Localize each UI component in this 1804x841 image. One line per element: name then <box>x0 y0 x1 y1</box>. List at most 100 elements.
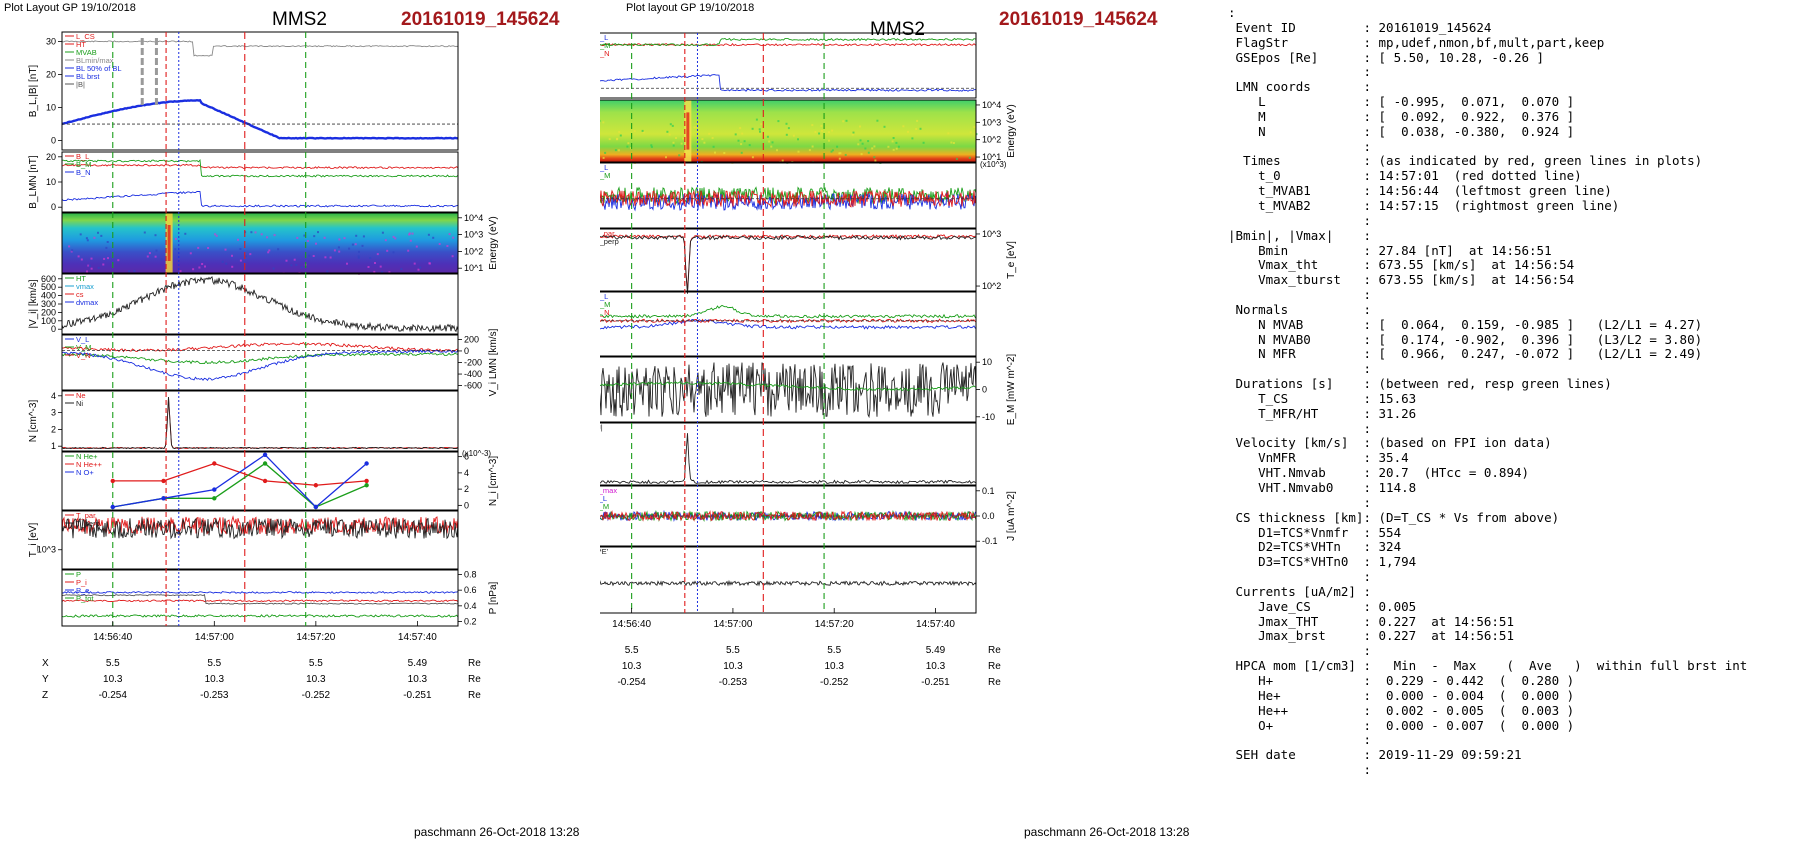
spectrogram-speckle <box>427 233 430 236</box>
y-axis-label: |V_i| [km/s] <box>28 279 39 328</box>
series-line <box>61 98 459 140</box>
spectrogram-speckle <box>146 255 149 258</box>
spectrogram-speckle <box>680 142 683 145</box>
spectrogram-speckle <box>409 239 412 242</box>
spectrogram-speckle <box>911 137 914 140</box>
spectrogram-speckle <box>87 264 90 267</box>
left-header: Plot Layout GP 19/10/2018 <box>4 2 136 14</box>
spectrogram-speckle <box>859 139 862 142</box>
y-tick-label: 0.2 <box>464 617 477 627</box>
spectrogram-speckle <box>86 239 89 242</box>
spectrogram-speckle <box>776 149 778 152</box>
series-line <box>61 276 459 333</box>
legend-label: |B| <box>76 80 85 89</box>
spectrogram-speckle <box>860 153 863 156</box>
series-line <box>61 591 459 594</box>
spectrogram-speckle <box>682 137 685 140</box>
spectrogram-speckle <box>740 151 743 154</box>
spectrogram-speckle <box>828 139 830 142</box>
spectrogram-speckle <box>312 255 315 257</box>
spectrogram-speckle <box>324 256 327 259</box>
panel-frame <box>61 390 459 452</box>
ion-density-line <box>112 453 368 508</box>
panel-frame <box>61 31 459 151</box>
position-value: -0.253 <box>719 677 748 688</box>
y-tick-label: 0 <box>51 136 56 146</box>
y-tick-label: 10^4 <box>982 100 1001 110</box>
y-tick-label: 0 <box>464 500 469 510</box>
spectrogram-speckle <box>315 242 317 245</box>
spectrogram-speckle <box>830 150 833 153</box>
spectrogram-speckle <box>851 133 854 136</box>
y-tick-label: -10 <box>982 412 995 422</box>
spectrogram-speckle <box>102 263 105 266</box>
ion-density-line <box>112 462 367 486</box>
spectrogram-speckle <box>741 132 744 135</box>
legend-label: B_L <box>600 33 608 42</box>
spectrogram-speckle <box>419 266 422 269</box>
legend-label: B_M <box>600 41 610 50</box>
legend-label: B_N <box>600 49 610 58</box>
spectrogram-speckle <box>128 270 131 273</box>
y-tick-label: 30 <box>46 36 56 46</box>
y-tick-label: -200 <box>464 358 482 368</box>
spectrogram-speckle <box>97 231 99 234</box>
spectrogram-speckle <box>293 258 296 261</box>
series-line <box>600 362 977 419</box>
spectrogram-speckle <box>838 152 841 155</box>
spectrogram-speckle <box>361 244 364 247</box>
y-axis-label: Energy (eV) <box>1006 104 1017 157</box>
y-tick-label: 20 <box>46 69 56 79</box>
y-tick-label: 10^4 <box>464 213 483 223</box>
spectrogram-speckle <box>355 234 358 237</box>
panel-p: 0.8 0.6 0.4 0.2 P [nPa] PP_iP_eP_tot <box>61 569 499 627</box>
spectrogram-speckle <box>357 255 360 258</box>
legend-label: J_M <box>600 502 609 511</box>
spectrogram-speckle <box>701 138 704 141</box>
position-value: 5.5 <box>827 645 841 656</box>
panel-frame <box>61 569 459 627</box>
spectrogram-speckle <box>892 137 895 139</box>
spectrogram-speckle <box>384 239 387 242</box>
spectrogram-speckle <box>295 263 298 266</box>
series-line <box>62 397 459 450</box>
spectrogram-speckle <box>214 233 217 236</box>
panel-energy: 10^4 10^3 10^2 10^1 Energy (eV) <box>600 99 1017 164</box>
position-unit: Re <box>988 677 1001 688</box>
y-tick-label: 0.1 <box>982 486 995 496</box>
spectrogram-speckle <box>373 270 376 273</box>
spectrogram-speckle <box>771 141 774 144</box>
ion-density-point <box>110 478 115 484</box>
position-unit: Re <box>468 674 481 685</box>
spectrogram-speckle <box>650 144 653 147</box>
legend-label: P_i <box>76 578 87 587</box>
spectrogram-speckle <box>88 264 91 267</box>
position-row-label: Z <box>42 690 48 701</box>
panel-frame <box>61 273 459 335</box>
y-tick-label: 10^2 <box>982 135 1001 145</box>
spectrogram-speckle <box>379 265 382 268</box>
spectrogram-speckle <box>277 248 280 251</box>
position-value: -0.252 <box>302 690 331 701</box>
spectrogram-speckle <box>734 133 737 136</box>
spectrogram-speckle <box>600 119 601 122</box>
x-tick-label: 14:57:20 <box>815 619 854 630</box>
panel-frame <box>600 422 977 486</box>
spectrogram-speckle <box>820 124 823 127</box>
position-value: 5.5 <box>726 645 740 656</box>
y-tick-label: 600 <box>41 274 56 284</box>
y-axis-label: Energy (eV) <box>488 216 499 269</box>
spectrogram-speckle <box>70 250 73 253</box>
series-line <box>600 234 976 291</box>
legend-label: B_M <box>76 160 91 169</box>
panel-energy: 10^4 10^3 10^2 10^1 Energy (eV) <box>61 212 499 275</box>
middle-header: Plot layout GP 19/10/2018 <box>626 2 755 14</box>
spectrogram-speckle <box>616 137 619 140</box>
spectrogram-speckle <box>666 130 669 133</box>
series-line <box>61 40 459 57</box>
position-value: -0.254 <box>617 677 646 688</box>
legend-label: P_e <box>76 586 89 595</box>
y-tick-label: 4 <box>51 391 56 401</box>
